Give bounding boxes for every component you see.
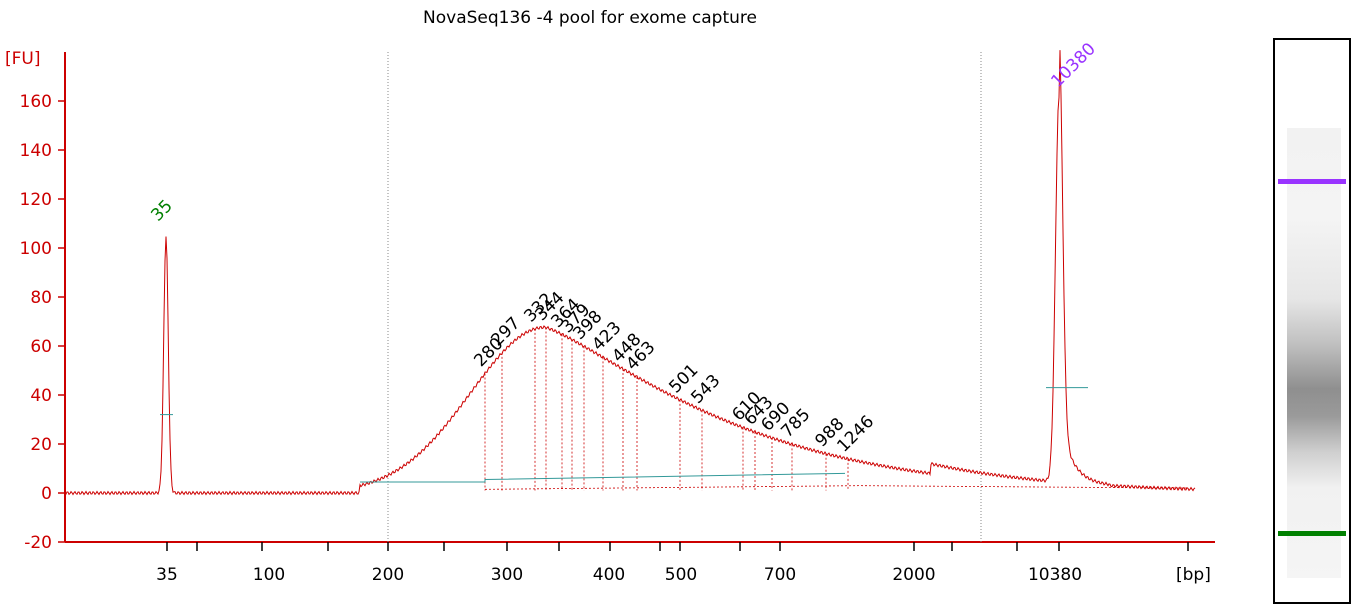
peak-base-line [484, 485, 1189, 490]
smear-baseline [360, 472, 846, 483]
y-tick-label: 0 [41, 484, 52, 504]
y-tick-label: 120 [20, 190, 52, 210]
y-tick-label: 80 [30, 288, 52, 308]
y-axis-label: [FU] [5, 49, 41, 69]
region-lines [387, 52, 982, 542]
lower-marker-label: 35 [147, 196, 176, 225]
y-tick-label: 60 [30, 337, 52, 357]
axes: [FU] -20 0 20 40 60 80 100 120 140 160 35 100 200 300 4… [5, 49, 1215, 585]
upper-marker-band [1278, 179, 1346, 184]
chart-title: NovaSeq136 -4 pool for exome capture [423, 8, 757, 28]
y-tick-label: -20 [24, 533, 52, 553]
trace-line [64, 50, 1196, 496]
x-tick-label: 500 [665, 565, 697, 585]
gel-image [1273, 38, 1351, 604]
x-tick-label: 400 [593, 565, 625, 585]
x-tick-label: 35 [156, 565, 178, 585]
x-axis-label: [bp] [1176, 565, 1211, 585]
fluorescence-trace [64, 50, 1196, 496]
upper-marker-label: 10380 [1047, 39, 1099, 91]
electropherogram-plot: [FU] -20 0 20 40 60 80 100 120 140 160 35 100 200 300 4… [5, 39, 1215, 585]
x-tick-label: 300 [491, 565, 523, 585]
y-tick-label: 140 [20, 141, 52, 161]
x-tick-label: 2000 [892, 565, 935, 585]
y-tick-label: 160 [20, 92, 52, 112]
x-tick-label: 700 [764, 565, 796, 585]
x-tick-label: 200 [372, 565, 404, 585]
lower-marker-band [1278, 531, 1346, 536]
x-tick-label: 10380 [1028, 565, 1082, 585]
peak-lines [484, 327, 1189, 491]
y-tick-label: 40 [30, 386, 52, 406]
y-tick-label: 100 [20, 239, 52, 259]
gel-lane [1287, 128, 1341, 578]
y-tick-label: 20 [30, 435, 52, 455]
x-tick-label: 100 [253, 565, 285, 585]
